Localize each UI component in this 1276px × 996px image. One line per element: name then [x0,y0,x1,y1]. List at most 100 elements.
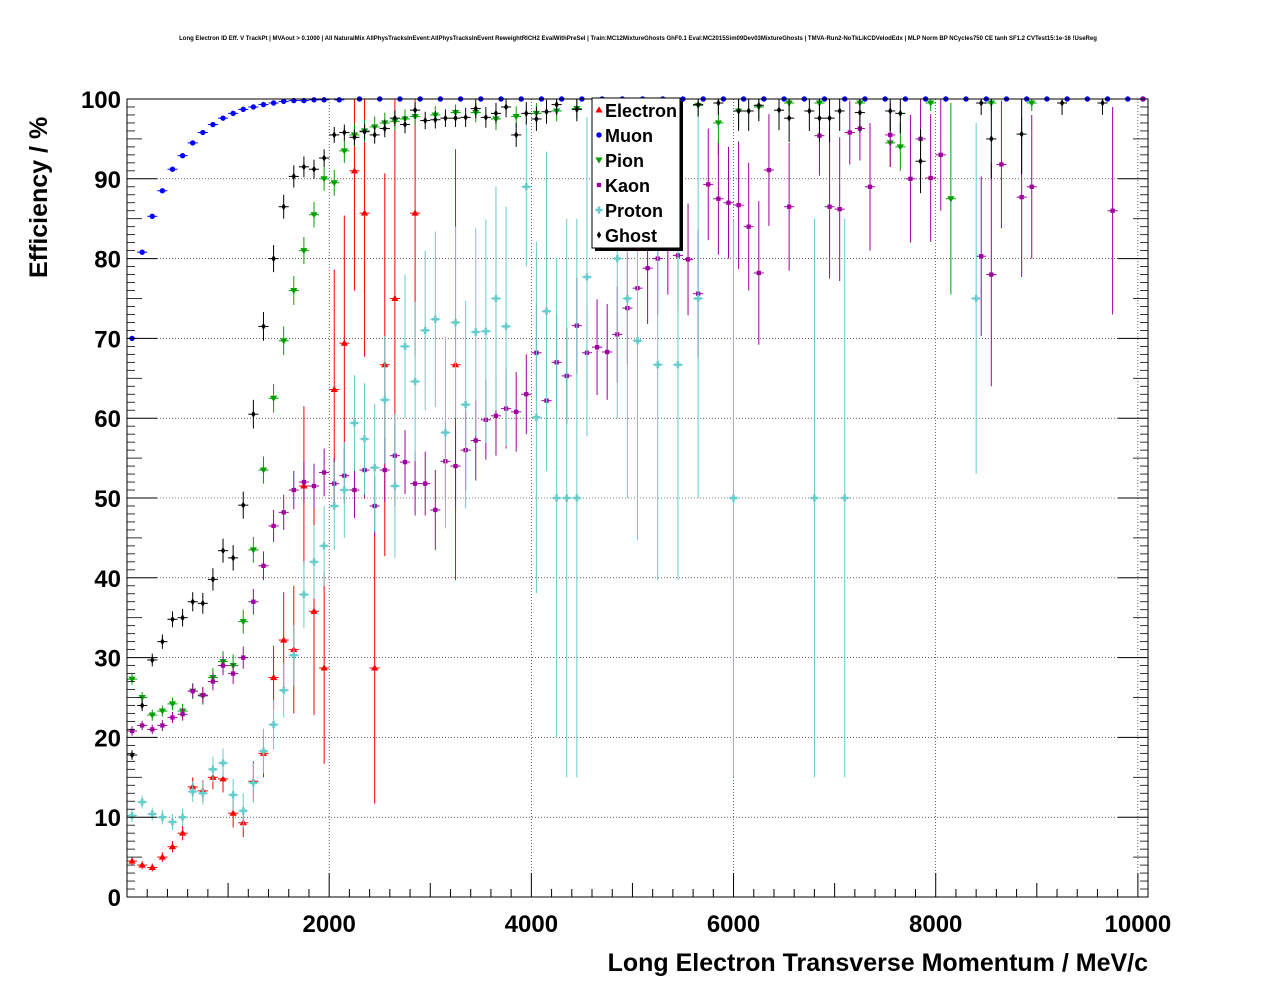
y-tick-label: 40 [94,566,121,593]
kaon-point [784,142,795,271]
proton-point [339,442,350,538]
proton-point [157,810,168,825]
marker [280,338,288,345]
marker [340,148,348,155]
marker [300,248,308,255]
proton-point [581,117,593,437]
marker [311,483,317,489]
y-tick-label: 0 [108,885,121,912]
marker [128,857,136,864]
electron-point [137,861,148,870]
marker [633,337,642,345]
marker [281,203,286,211]
marker [918,157,923,165]
ghost-point [551,99,562,115]
muon-point [217,115,229,121]
marker [140,701,145,710]
marker [128,676,136,683]
ghost-point [157,634,168,649]
muon-point [167,166,178,172]
ghost-point [308,159,320,179]
kaon-point [278,494,289,530]
ghost-point [349,129,360,146]
marker [199,789,207,797]
marker [483,113,489,121]
ghost-point [470,99,481,119]
ghost-point [288,165,299,188]
marker [554,100,559,109]
y-tick-label: 80 [94,247,121,274]
kaon-point [420,451,431,516]
ghost-point [854,99,865,133]
marker [817,114,822,122]
marker [695,100,701,109]
y-axis-label: Efficiency / % [25,117,53,278]
marker [129,728,135,734]
proton-point [389,414,400,558]
marker [1019,194,1024,200]
muon-point [197,129,208,136]
ghost-point [693,99,704,117]
marker [170,715,175,720]
marker [340,486,348,494]
muon-point [268,100,279,106]
marker [726,200,731,205]
legend-marker-ghost [596,231,602,239]
marker [190,688,195,694]
proton-point [268,699,279,750]
marker [492,294,500,303]
kaon-point [733,141,744,269]
marker [736,107,741,115]
marker [261,322,266,331]
kaon-point [864,122,876,251]
series-proton [127,99,982,830]
marker [148,712,156,719]
proton-point [308,525,320,599]
marker [291,487,296,493]
muon-point [177,152,188,159]
y-tick-label: 10 [94,805,121,832]
proton-point [329,462,340,550]
marker [311,165,317,173]
muon-point [187,140,198,146]
ghost-point [298,156,309,178]
marker [423,116,428,125]
marker [230,554,236,562]
marker [776,106,782,114]
marker [229,809,237,816]
muon-point [157,188,168,194]
proton-point [551,258,562,738]
marker [269,673,278,681]
ghost-point [410,102,421,119]
marker [320,176,328,183]
marker [524,109,529,117]
marker [259,747,268,755]
marker [249,779,257,787]
marker [271,255,276,263]
marker [330,180,338,187]
proton-point [207,756,218,783]
kaon-point [399,430,411,495]
marker [138,694,146,702]
marker [200,599,205,607]
pion-point [167,697,178,711]
marker [594,345,600,350]
marker [241,655,246,660]
marker [229,791,237,799]
proton-point [369,403,380,532]
ghost-point [460,107,471,127]
marker [1059,99,1065,107]
marker [159,188,166,194]
legend-label-muon: Muon [605,126,653,146]
kaon-point [288,470,299,510]
marker [129,751,135,759]
kaon-point [602,304,613,400]
marker [210,575,216,583]
muon-point [147,213,158,220]
marker [148,810,156,818]
proton-point [228,778,239,811]
legend-label-proton: Proton [605,201,663,221]
pion-point [238,609,249,634]
proton-point [430,231,441,408]
marker [269,721,278,729]
